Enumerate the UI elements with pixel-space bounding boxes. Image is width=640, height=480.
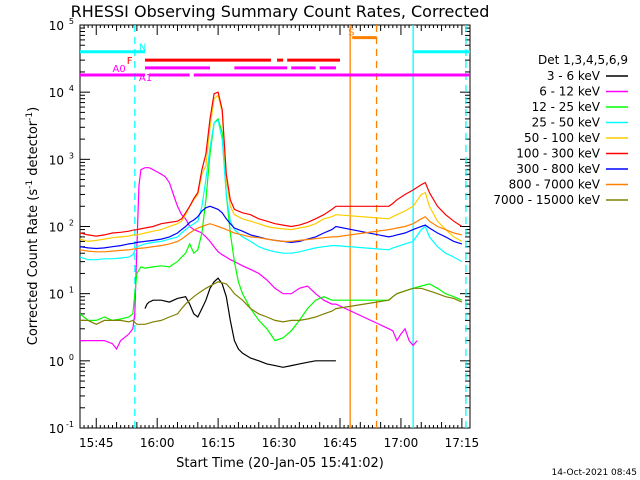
legend-entry-label: 3 - 6 keV — [547, 69, 601, 83]
legend-entry-label: 7000 - 15000 keV — [493, 193, 600, 207]
x-tick-label: 16:45 — [323, 436, 358, 450]
legend-entry-label: 6 - 12 keV — [539, 85, 601, 99]
y-tick-exponent: 1 — [69, 286, 74, 295]
legend-entry-label: 100 - 300 keV — [516, 147, 600, 161]
x-tick-label: 16:00 — [140, 436, 175, 450]
series-line — [80, 91, 463, 237]
legend-title: Det 1,3,4,5,6,9 — [538, 53, 628, 67]
y-tick-label: 10 — [49, 422, 64, 436]
y-tick-label: 10 — [49, 221, 64, 235]
x-tick-label: 17:15 — [445, 436, 480, 450]
series-line — [80, 119, 463, 263]
y-tick-label: 10 — [49, 86, 64, 100]
legend-entry-label: 25 - 50 keV — [532, 116, 601, 130]
data-series — [80, 91, 463, 368]
x-tick-label: 15:45 — [79, 436, 114, 450]
legend-entry-label: 800 - 7000 keV — [509, 178, 601, 192]
flag-label: S — [348, 28, 354, 39]
series-line — [144, 277, 336, 368]
x-tick-label: 16:30 — [262, 436, 297, 450]
y-tick-label: 10 — [49, 355, 64, 369]
y-tick-exponent: 3 — [69, 151, 74, 160]
legend-entry-label: 300 - 800 keV — [516, 162, 600, 176]
footer-timestamp: 14-Oct-2021 08:45 — [552, 468, 637, 478]
legend-entry-label: 12 - 25 keV — [532, 100, 601, 114]
flag-label: A1 — [139, 73, 152, 84]
plot-area-frame — [79, 24, 471, 429]
flag-label: A0 — [113, 64, 126, 75]
vertical-markers — [134, 25, 467, 428]
flag-label: F — [127, 56, 133, 67]
legend-entry-label: 50 - 100 keV — [524, 131, 601, 145]
y-tick-exponent: 5 — [69, 17, 74, 26]
y-tick-label: 10 — [49, 288, 64, 302]
x-axis-ticks: 15:45 16:00 16:15 16:30 16:45 17:00 17:15 — [79, 25, 479, 450]
x-tick-label: 17:00 — [384, 436, 419, 450]
chart-title: RHESSI Observing Summary Count Rates, Co… — [71, 2, 490, 21]
x-tick-label: 16:15 — [201, 436, 236, 450]
x-axis-label: Start Time (20-Jan-05 15:41:02) — [176, 456, 384, 471]
y-tick-exponent: 0 — [69, 353, 74, 362]
series-line — [80, 281, 463, 325]
y-axis-label: Corrected Count Rate (s-1 detector-1) — [25, 107, 41, 345]
y-tick-exponent: 4 — [69, 84, 74, 93]
y-tick-label: 10 — [49, 19, 64, 33]
flag-bars — [80, 36, 470, 77]
series-line — [80, 205, 463, 250]
y-tick-exponent: 2 — [69, 219, 74, 228]
flag-label: N — [139, 43, 146, 54]
y-tick-label: 10 — [49, 153, 64, 167]
series-line — [80, 215, 463, 253]
series-line — [80, 94, 463, 243]
y-tick-exponent: -1 — [66, 420, 74, 429]
